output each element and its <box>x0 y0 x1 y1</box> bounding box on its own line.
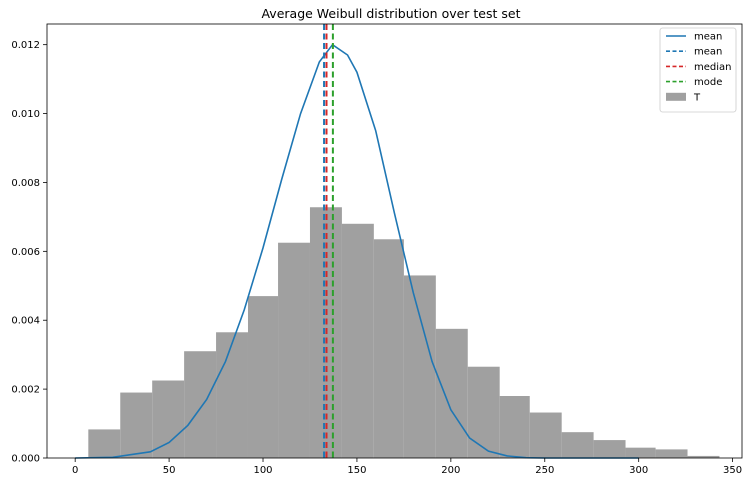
y-tick-label: 0.000 <box>11 454 40 465</box>
histogram-bar <box>88 429 121 458</box>
y-tick-label: 0.008 <box>11 178 40 189</box>
histogram-bar <box>341 223 374 458</box>
histogram-bar <box>403 275 436 458</box>
histogram-bar <box>120 392 153 458</box>
histogram-bar <box>184 351 217 458</box>
y-tick-label: 0.012 <box>11 40 40 51</box>
histogram-bar <box>687 455 720 458</box>
reference-lines <box>323 24 334 458</box>
histogram-bar <box>529 412 562 458</box>
x-tick-label: 0 <box>72 465 78 476</box>
legend-box <box>659 27 737 113</box>
x-tick-label: 150 <box>347 465 366 476</box>
histogram-bars <box>88 207 720 458</box>
x-tick-label: 300 <box>629 465 648 476</box>
histogram-bar <box>467 366 500 458</box>
legend-label: T <box>693 92 701 103</box>
legend-label: median <box>694 62 732 73</box>
x-tick-label: 100 <box>253 465 272 476</box>
series-line-mean <box>75 43 639 459</box>
histogram-bar <box>216 332 248 458</box>
series-lines <box>75 43 639 459</box>
y-tick-label: 0.004 <box>11 316 40 327</box>
y-tick-label: 0.002 <box>11 385 40 396</box>
plot-frame <box>46 23 743 459</box>
x-tick-label: 50 <box>163 465 176 476</box>
histogram-bar <box>625 447 656 458</box>
legend-swatch <box>666 92 686 101</box>
chart-title: Average Weibull distribution over test s… <box>261 6 520 21</box>
axes <box>46 23 743 459</box>
x-tick-label: 350 <box>723 465 742 476</box>
legend-label: mean <box>694 32 722 43</box>
histogram-bar <box>152 380 185 458</box>
y-tick-label: 0.006 <box>11 247 40 258</box>
histogram-bar <box>593 440 626 458</box>
legend: mean mean median mode T <box>659 27 737 113</box>
histogram-bar <box>278 242 310 458</box>
y-tick-label: 0.010 <box>11 109 40 120</box>
histogram-bar <box>561 432 594 458</box>
histogram-bar <box>499 396 530 458</box>
histogram-bar <box>435 328 468 458</box>
histogram-bar <box>655 449 688 458</box>
histogram-bar <box>373 239 404 458</box>
histogram-bar <box>247 296 279 458</box>
x-tick-label: 250 <box>535 465 554 476</box>
legend-label: mode <box>694 77 722 88</box>
tick-marks: 0 50 100 150 200 250 300 350 0.000 0.002 0.004 0.00… <box>11 40 742 476</box>
x-tick-label: 200 <box>441 465 460 476</box>
legend-label: mean <box>694 47 722 58</box>
